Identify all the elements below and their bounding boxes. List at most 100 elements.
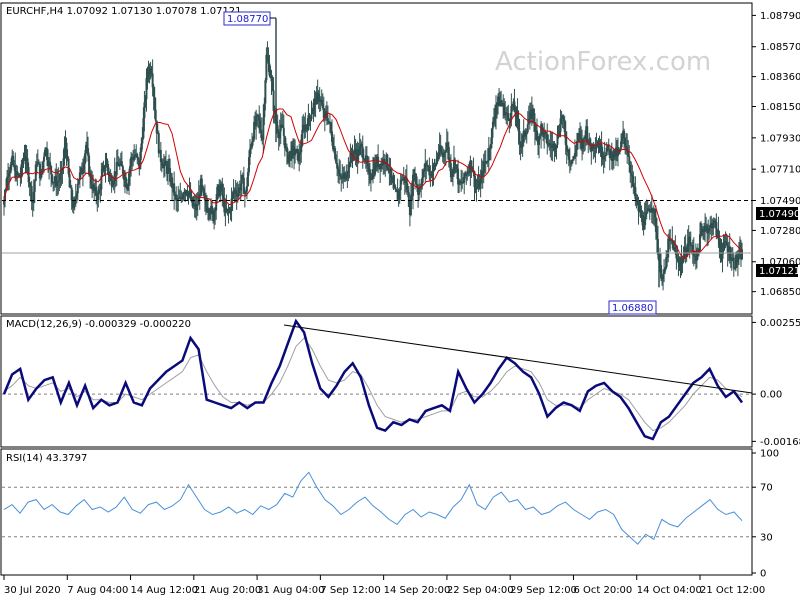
price-bar-body <box>513 101 516 112</box>
price-bar-body <box>362 158 365 161</box>
price-bar-body <box>145 78 148 100</box>
price-bar-body <box>209 212 212 214</box>
price-bar-body <box>17 174 20 176</box>
rsi-tick-label: 70 <box>760 483 773 494</box>
price-bar-body <box>462 182 465 184</box>
price-bar-body <box>542 128 545 137</box>
rsi-tick-label: 30 <box>760 532 773 543</box>
price-bar-body <box>344 172 347 180</box>
time-tick-label: 21 Oct 12:00 <box>700 585 765 596</box>
price-bar-body <box>395 189 398 192</box>
price-bar-body <box>83 153 86 164</box>
macd-tick-label: 0.002557 <box>760 318 800 329</box>
price-bar-body <box>673 247 676 251</box>
price-bar-body <box>54 176 57 182</box>
price-bar-body <box>118 163 121 166</box>
price-bar-body <box>523 130 526 137</box>
price-bar-body <box>665 257 668 269</box>
price-bar-body <box>104 166 107 172</box>
price-bar-body <box>115 162 118 176</box>
price-bar-body <box>538 136 541 145</box>
price-bar-body <box>309 117 312 120</box>
price-bar-body <box>481 170 484 176</box>
price-bar-body <box>277 132 280 139</box>
price-bar-body <box>101 168 104 176</box>
price-bar-body <box>504 112 507 116</box>
price-bar-body <box>410 194 413 196</box>
price-bar-body <box>144 99 147 103</box>
price-bar-body <box>473 171 476 188</box>
price-bar-body <box>129 166 132 174</box>
price-bar-body <box>152 87 155 97</box>
price-bar-body <box>585 126 588 140</box>
price-bar-body <box>418 189 421 195</box>
price-bar-body <box>640 215 643 217</box>
price-bar-body <box>627 151 630 157</box>
price-bar-body <box>391 178 394 183</box>
price-bar-body <box>58 180 61 182</box>
rsi-line <box>3 471 743 545</box>
price-bar-body <box>353 149 356 152</box>
price-bar-body <box>42 156 45 162</box>
price-bar-body <box>721 250 724 259</box>
price-bar-body <box>524 134 527 137</box>
price-bar-body <box>483 161 486 164</box>
price-bar-body <box>723 241 726 243</box>
price-bar-body <box>460 181 463 184</box>
price-bar-body <box>81 168 84 175</box>
price-bar-body <box>56 182 59 187</box>
price-bar-body <box>540 124 543 136</box>
price-bar-body <box>286 151 289 162</box>
price-bar-body <box>506 113 509 115</box>
price-bar-body <box>414 173 417 177</box>
price-bar-body <box>7 176 10 178</box>
price-bar-body <box>544 131 547 133</box>
price-bar-body <box>24 155 27 162</box>
price-bar-body <box>99 189 102 191</box>
price-bar-body <box>150 73 153 75</box>
price-bar-body <box>140 143 143 153</box>
price-bar-body <box>664 268 667 272</box>
price-bar-body <box>398 189 401 191</box>
price-tick-label: 1.08790 <box>760 11 800 22</box>
price-bar-body <box>206 210 209 212</box>
price-bar-body <box>308 115 311 118</box>
macd-main-line <box>2 318 744 441</box>
price-bar-body <box>306 126 309 130</box>
price-bar-body <box>560 115 563 119</box>
price-bar-body <box>605 147 608 156</box>
price-bar-body <box>435 158 438 165</box>
price-bar-body <box>196 204 199 206</box>
price-bar-body <box>625 145 628 148</box>
price-bar-body <box>484 160 487 164</box>
time-tick-label: 14 Aug 12:00 <box>131 585 198 596</box>
price-bar-body <box>645 211 648 213</box>
price-bar-body <box>167 167 169 174</box>
price-bar-body <box>413 174 415 177</box>
price-bar-body <box>661 278 664 280</box>
price-bar-body <box>60 170 63 175</box>
price-bar-body <box>135 154 138 156</box>
price-bar-body <box>18 174 21 177</box>
price-bar-body <box>296 149 299 151</box>
price-bar-body <box>642 225 645 230</box>
price-bar-body <box>266 54 269 60</box>
price-bar-body <box>168 167 171 169</box>
price-bar-body <box>9 170 12 174</box>
price-bar-body <box>479 177 482 189</box>
price-bar-body <box>334 148 337 159</box>
price-bar-body <box>244 191 247 193</box>
price-bar-body <box>552 143 555 145</box>
price-bar-body <box>632 176 635 187</box>
price-bar-body <box>199 178 202 197</box>
price-bar-body <box>243 191 246 194</box>
price-bar-body <box>324 111 327 114</box>
price-bar-body <box>405 178 408 190</box>
price-bar-body <box>46 148 49 160</box>
price-bar-body <box>110 179 113 187</box>
rsi-tick-label: 0 <box>760 569 766 580</box>
price-tick-label: 1.08150 <box>760 102 800 113</box>
price-bar-body <box>559 118 562 132</box>
price-bar-body <box>470 160 473 168</box>
price-bar-body <box>179 196 182 199</box>
